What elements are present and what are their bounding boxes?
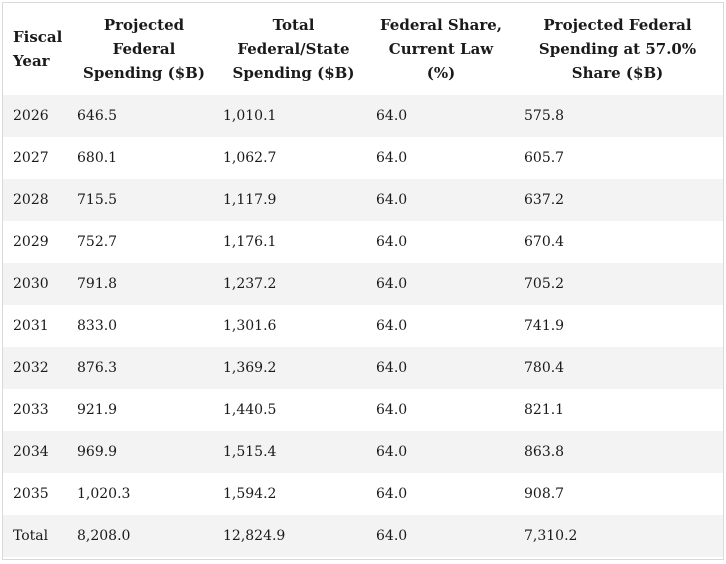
cell-total-total-spending: 12,824.9 [217, 515, 370, 557]
table-row: 2035 1,020.3 1,594.2 64.0 908.7 [3, 473, 723, 515]
table-row: 2029 752.7 1,176.1 64.0 670.4 [3, 221, 723, 263]
cell-total-spending: 1,369.2 [217, 347, 370, 389]
cell-fiscal-year: 2030 [3, 263, 71, 305]
cell-federal-share: 64.0 [370, 95, 512, 137]
cell-federal-share: 64.0 [370, 305, 512, 347]
cell-total-label: Total [3, 515, 71, 557]
cell-total-spending: 1,117.9 [217, 179, 370, 221]
cell-total-spending: 1,062.7 [217, 137, 370, 179]
cell-projected-at-share: 780.4 [512, 347, 723, 389]
cell-projected-federal: 646.5 [71, 95, 217, 137]
table-row: 2033 921.9 1,440.5 64.0 821.1 [3, 389, 723, 431]
table-row: 2026 646.5 1,010.1 64.0 575.8 [3, 95, 723, 137]
cell-federal-share: 64.0 [370, 263, 512, 305]
cell-projected-at-share: 637.2 [512, 179, 723, 221]
cell-total-spending: 1,176.1 [217, 221, 370, 263]
cell-federal-share: 64.0 [370, 473, 512, 515]
cell-fiscal-year: 2027 [3, 137, 71, 179]
table-row: 2031 833.0 1,301.6 64.0 741.9 [3, 305, 723, 347]
cell-total-spending: 1,237.2 [217, 263, 370, 305]
cell-total-spending: 1,515.4 [217, 431, 370, 473]
cell-total-spending: 1,440.5 [217, 389, 370, 431]
cell-federal-share: 64.0 [370, 431, 512, 473]
cell-projected-federal: 876.3 [71, 347, 217, 389]
cell-projected-federal: 791.8 [71, 263, 217, 305]
total-row: Total 8,208.0 12,824.9 64.0 7,310.2 [3, 515, 723, 557]
cell-projected-at-share: 821.1 [512, 389, 723, 431]
table-body: 2026 646.5 1,010.1 64.0 575.8 2027 680.1… [3, 95, 723, 557]
cell-projected-federal: 715.5 [71, 179, 217, 221]
cell-projected-at-share: 863.8 [512, 431, 723, 473]
cell-fiscal-year: 2033 [3, 389, 71, 431]
cell-projected-federal: 680.1 [71, 137, 217, 179]
header-projected-federal-at-share: Projected Federal Spending at 57.0% Shar… [512, 3, 723, 95]
table-row: 2032 876.3 1,369.2 64.0 780.4 [3, 347, 723, 389]
cell-total-projected-at-share: 7,310.2 [512, 515, 723, 557]
cell-fiscal-year: 2031 [3, 305, 71, 347]
cell-total-projected-federal: 8,208.0 [71, 515, 217, 557]
header-federal-share-current-law: Federal Share, Current Law (%) [370, 3, 512, 95]
cell-fiscal-year: 2032 [3, 347, 71, 389]
table-row: 2028 715.5 1,117.9 64.0 637.2 [3, 179, 723, 221]
cell-projected-at-share: 605.7 [512, 137, 723, 179]
table-row: 2030 791.8 1,237.2 64.0 705.2 [3, 263, 723, 305]
cell-federal-share: 64.0 [370, 347, 512, 389]
cell-projected-at-share: 670.4 [512, 221, 723, 263]
table-row: 2034 969.9 1,515.4 64.0 863.8 [3, 431, 723, 473]
cell-fiscal-year: 2035 [3, 473, 71, 515]
table-row: 2027 680.1 1,062.7 64.0 605.7 [3, 137, 723, 179]
cell-projected-at-share: 741.9 [512, 305, 723, 347]
cell-projected-federal: 921.9 [71, 389, 217, 431]
header-total-federal-state-spending: Total Federal/State Spending ($B) [217, 3, 370, 95]
cell-projected-at-share: 908.7 [512, 473, 723, 515]
cell-fiscal-year: 2034 [3, 431, 71, 473]
federal-spending-table: Fiscal Year Projected Federal Spending (… [3, 3, 723, 557]
cell-federal-share: 64.0 [370, 137, 512, 179]
cell-fiscal-year: 2028 [3, 179, 71, 221]
cell-total-spending: 1,594.2 [217, 473, 370, 515]
cell-fiscal-year: 2029 [3, 221, 71, 263]
cell-total-spending: 1,301.6 [217, 305, 370, 347]
table-header: Fiscal Year Projected Federal Spending (… [3, 3, 723, 95]
header-projected-federal-spending: Projected Federal Spending ($B) [71, 3, 217, 95]
cell-projected-at-share: 575.8 [512, 95, 723, 137]
header-row: Fiscal Year Projected Federal Spending (… [3, 3, 723, 95]
cell-projected-federal: 1,020.3 [71, 473, 217, 515]
cell-projected-federal: 833.0 [71, 305, 217, 347]
cell-federal-share: 64.0 [370, 389, 512, 431]
cell-fiscal-year: 2026 [3, 95, 71, 137]
header-fiscal-year: Fiscal Year [3, 3, 71, 95]
cell-projected-at-share: 705.2 [512, 263, 723, 305]
cell-projected-federal: 969.9 [71, 431, 217, 473]
cell-federal-share: 64.0 [370, 179, 512, 221]
cell-federal-share: 64.0 [370, 221, 512, 263]
cell-total-federal-share: 64.0 [370, 515, 512, 557]
cell-projected-federal: 752.7 [71, 221, 217, 263]
cell-total-spending: 1,010.1 [217, 95, 370, 137]
